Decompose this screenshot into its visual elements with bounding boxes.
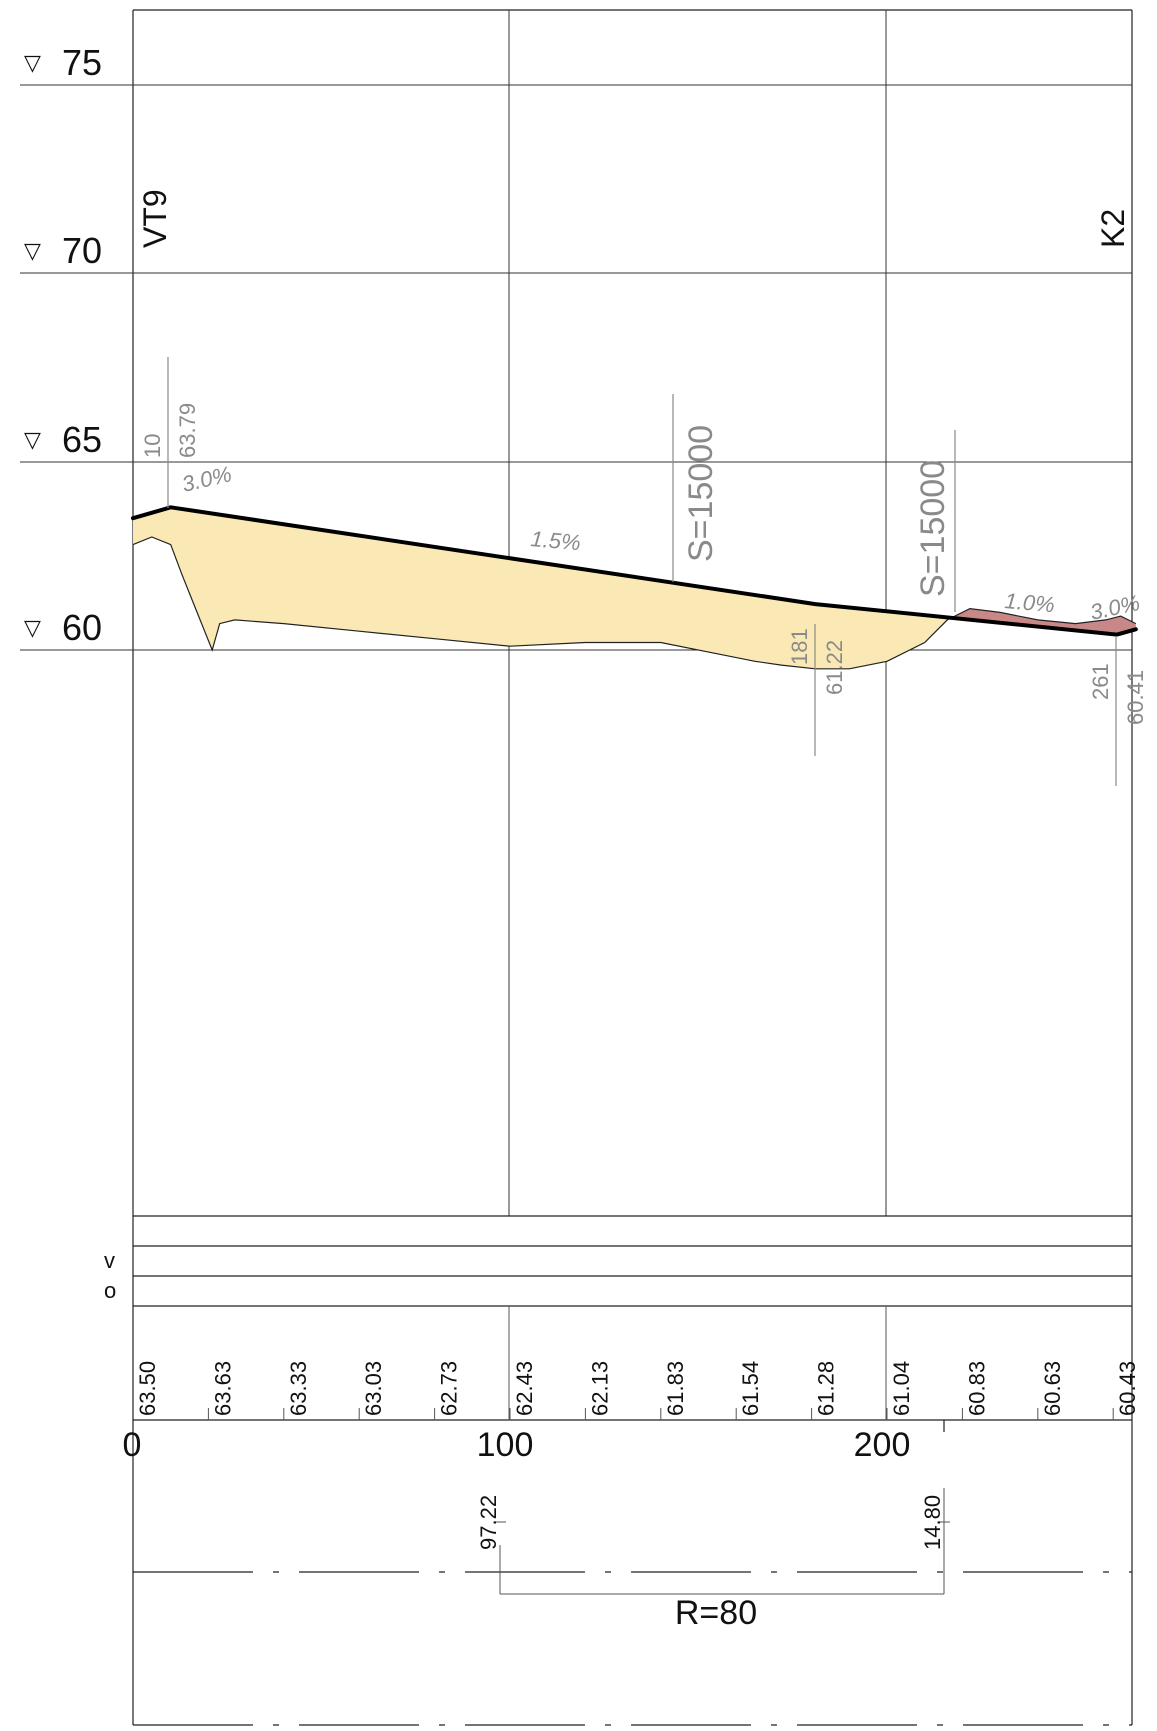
grade-labels: 3.0% 1.5% 1.0% 3.0%: [180, 461, 1143, 625]
fill-area: [953, 608, 1136, 635]
grade-elevation-value: 61.83: [663, 1361, 688, 1416]
grade-elevation-value: 61.54: [738, 1361, 763, 1416]
grade-elevation-row: 63.50 63.63 63.33 63.03 62.73 62.43 62.13 61.83…: [135, 1361, 1140, 1420]
grade-elevation-value: 63.50: [135, 1361, 160, 1416]
vertical-point-station: 261: [1088, 663, 1113, 700]
station-label-200: 200: [854, 1426, 911, 1464]
curve-end-value: 14.80: [920, 1495, 945, 1550]
vertical-point-station: 10: [140, 434, 165, 458]
elevation-label-75: 75: [62, 42, 102, 83]
curve-start-value: 97.22: [476, 1495, 501, 1550]
grade-label: 1.0%: [1004, 588, 1056, 617]
grade-elevation-value: 62.43: [512, 1361, 537, 1416]
grade-label: 3.0%: [1088, 590, 1142, 625]
elevation-marker-icon: ▽: [24, 51, 41, 76]
vertical-point-elevation: 61.22: [822, 640, 847, 695]
vertical-point-station: 181: [787, 628, 812, 665]
elevation-label-60: 60: [62, 607, 102, 648]
grade-elevation-value: 60.63: [1040, 1361, 1065, 1416]
elevation-gridlines: [20, 84, 1132, 651]
grade-elevation-value: 62.73: [437, 1361, 462, 1416]
end-point-label: K2: [1095, 209, 1131, 248]
elevation-labels: ▽ 75 ▽ 70 ▽ 65 ▽ 60: [24, 42, 102, 648]
profile-frame: [132, 9, 1133, 1725]
vertical-curve-label: S=15000: [682, 425, 720, 562]
station-labels: 0 100 200: [123, 1426, 911, 1464]
grade-label: 1.5%: [530, 526, 582, 555]
curve-radius-label: R=80: [675, 1594, 757, 1632]
station-label-0: 0: [123, 1426, 142, 1464]
start-point-label: VT9: [137, 189, 173, 248]
vertical-point-elevation: 63.79: [175, 403, 200, 458]
grade-label: 3.0%: [180, 461, 234, 497]
table-row-label-v: v: [104, 1248, 115, 1273]
terrain-line: [132, 536, 1137, 670]
vertical-curve-annotations: S=15000 S=15000: [672, 394, 956, 612]
grade-line: [131, 505, 1138, 637]
horizontal-curve-band: 97.22 14.80 R=80: [133, 1420, 1132, 1726]
grade-elevation-value: 62.13: [587, 1361, 612, 1416]
elevation-marker-icon: ▽: [24, 616, 41, 641]
table-row-label-o: o: [104, 1278, 116, 1303]
earthwork-areas: [133, 507, 1136, 669]
grade-elevation-value: 61.28: [814, 1361, 839, 1416]
elevation-label-65: 65: [62, 419, 102, 460]
grade-elevation-value: 61.04: [889, 1361, 914, 1416]
elevation-label-70: 70: [62, 230, 102, 271]
elevation-marker-icon: ▽: [24, 428, 41, 453]
grade-elevation-value: 60.43: [1115, 1361, 1140, 1416]
vertical-point-elevation: 60.41: [1123, 670, 1148, 725]
elevation-marker-icon: ▽: [24, 239, 41, 264]
vertical-curve-label: S=15000: [914, 460, 952, 597]
grade-elevation-value: 60.83: [964, 1361, 989, 1416]
grade-elevation-value: 63.33: [286, 1361, 311, 1416]
station-label-100: 100: [477, 1426, 534, 1464]
data-table: v o: [104, 1215, 1132, 1421]
grade-elevation-value: 63.63: [210, 1361, 235, 1416]
grade-elevation-value: 63.03: [361, 1361, 386, 1416]
vertical-point-annotations: 10 63.79 181 61.22 261 60.41: [140, 357, 1148, 786]
